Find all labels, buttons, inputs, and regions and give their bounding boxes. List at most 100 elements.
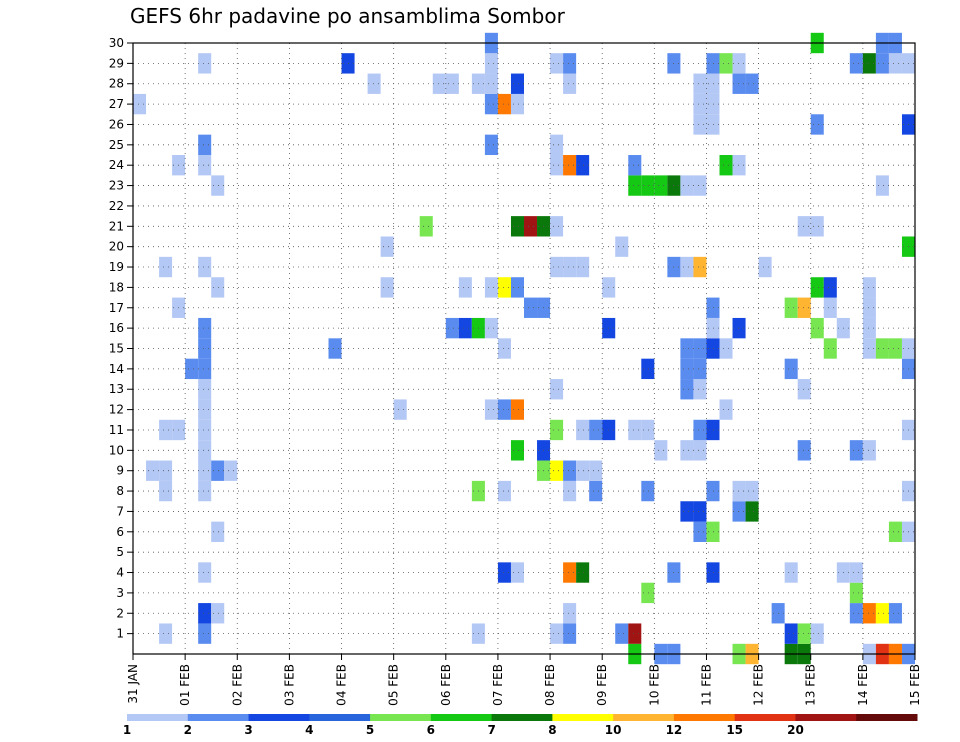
y-tick-label: 22 — [109, 199, 124, 213]
heatmap-cell — [706, 338, 720, 359]
legend-color-box — [309, 714, 371, 721]
heatmap-cell — [576, 155, 590, 176]
heatmap-cell — [641, 480, 655, 502]
heatmap-cell — [797, 440, 811, 461]
y-tick-label: 10 — [109, 443, 124, 457]
heatmap-cell — [510, 440, 524, 461]
heatmap-cell — [589, 419, 603, 441]
heatmap-cell — [576, 419, 590, 441]
heatmap-cell — [719, 155, 733, 176]
y-tick-label: 4 — [116, 566, 124, 580]
legend-level-label: 20 — [787, 723, 804, 737]
heatmap-cell — [823, 297, 837, 318]
y-tick-label: 2 — [116, 606, 124, 620]
heatmap-cell — [380, 277, 394, 298]
heatmap-cell — [198, 379, 212, 400]
x-tick-label: 08 FEB — [543, 664, 557, 706]
heatmap-cell — [367, 73, 381, 94]
heatmap-cell — [550, 53, 564, 74]
y-tick-label: 30 — [109, 36, 124, 50]
y-tick-label: 23 — [109, 179, 124, 193]
heatmap-cell — [510, 73, 524, 94]
heatmap-cell — [745, 480, 759, 502]
heatmap-cell — [849, 603, 863, 624]
heatmap-cell — [198, 399, 212, 420]
heatmap-cell — [641, 175, 655, 196]
heatmap-cell — [576, 460, 590, 481]
y-tick-label: 11 — [109, 423, 124, 437]
heatmap-cell — [589, 460, 603, 481]
heatmap-cell — [719, 53, 733, 74]
heatmap-cell — [550, 216, 564, 237]
legend-color-box — [734, 714, 796, 721]
heatmap-cell — [680, 379, 694, 400]
heatmap-cell — [380, 236, 394, 257]
heatmap-cell — [550, 460, 564, 481]
legend-color-box — [856, 714, 918, 721]
heatmap-cell — [875, 338, 889, 359]
heatmap-cell — [198, 460, 212, 481]
heatmap-cell — [628, 419, 642, 441]
heatmap-cell — [550, 623, 564, 644]
heatmap-cell — [576, 562, 590, 583]
heatmap-cell — [810, 277, 824, 298]
heatmap-cell — [849, 562, 863, 583]
y-tick-label: 14 — [109, 362, 124, 376]
heatmap-cell — [563, 53, 577, 74]
y-tick-label: 9 — [116, 464, 124, 478]
heatmap-cell — [198, 134, 212, 156]
heatmap-cell — [680, 501, 694, 522]
heatmap-cell — [419, 216, 433, 237]
heatmap-cell — [875, 175, 889, 196]
heatmap-cell — [784, 562, 798, 583]
heatmap-cell — [185, 358, 199, 380]
heatmap-cell — [211, 521, 225, 542]
y-tick-label: 20 — [109, 240, 124, 254]
legend-color-box — [613, 714, 675, 721]
heatmap-cell — [224, 460, 238, 481]
y-tick-label: 16 — [109, 321, 124, 335]
heatmap-cell — [445, 73, 459, 94]
heatmap-cell — [550, 134, 564, 156]
heatmap-cell — [146, 460, 160, 481]
heatmap-cell — [693, 440, 707, 461]
heatmap-cell — [198, 317, 212, 339]
x-tick-label: 13 FEB — [804, 664, 818, 706]
heatmap-cell — [628, 623, 642, 644]
y-tick-label: 24 — [109, 158, 124, 172]
legend-level-label: 1 — [123, 723, 131, 737]
heatmap-cell — [615, 236, 629, 257]
heatmap-cell — [732, 73, 746, 94]
x-tick-label: 09 FEB — [595, 664, 609, 706]
legend-color-box — [127, 714, 189, 721]
heatmap-cell — [211, 277, 225, 298]
heatmap-cell — [550, 379, 564, 400]
heatmap-cell — [550, 256, 564, 278]
heatmap-cell — [693, 379, 707, 400]
heatmap-cell — [862, 603, 876, 624]
heatmap-cell — [510, 562, 524, 583]
legend-level-label: 10 — [605, 723, 622, 737]
heatmap-cell — [758, 256, 772, 278]
heatmap-cell — [484, 53, 498, 74]
heatmap-cell — [198, 338, 212, 359]
heatmap-cell — [693, 73, 707, 94]
heatmap-cell — [654, 440, 668, 461]
heatmap-cell — [693, 175, 707, 196]
heatmap-cell — [198, 480, 212, 502]
x-tick-label: 04 FEB — [335, 664, 349, 706]
heatmap-cell — [680, 338, 694, 359]
heatmap-cell — [693, 338, 707, 359]
y-tick-label: 13 — [109, 382, 124, 396]
color-legend: 1 2 3 4 5 6 7 8 10 12 15 20 — [123, 714, 918, 737]
heatmap-cell — [497, 277, 511, 298]
heatmap-cell — [732, 155, 746, 176]
heatmap-cell — [198, 256, 212, 278]
heatmap-cell — [615, 623, 629, 644]
heatmap-cell — [198, 623, 212, 644]
x-tick-label: 02 FEB — [230, 664, 244, 706]
heatmap-cell — [810, 114, 824, 135]
heatmap-cell — [524, 297, 538, 318]
legend-color-box — [370, 714, 432, 721]
heatmap-cell — [641, 582, 655, 604]
